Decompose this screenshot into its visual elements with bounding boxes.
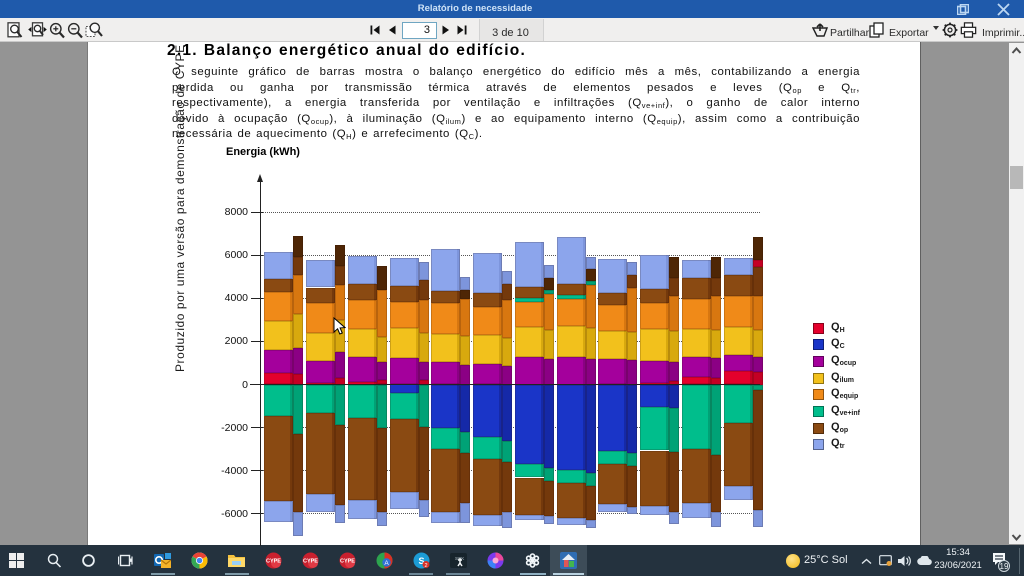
svg-text:2: 2 — [424, 563, 427, 569]
svg-text:CYPE: CYPE — [303, 559, 318, 565]
svg-text:CYPE: CYPE — [340, 559, 355, 565]
svg-text:A: A — [384, 560, 389, 567]
svg-text:S: S — [418, 556, 424, 566]
svg-text:CYPE: CYPE — [266, 559, 281, 565]
